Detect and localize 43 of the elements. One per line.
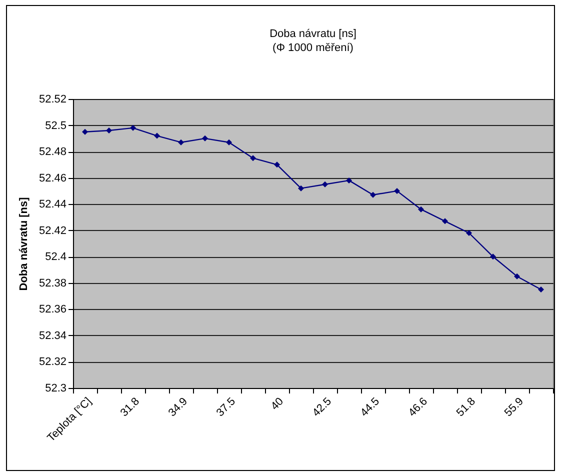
point — [130, 124, 136, 131]
point — [154, 132, 160, 139]
y-axis-title: Doba návratu [ns] — [18, 196, 30, 291]
point — [490, 254, 496, 260]
point — [442, 218, 448, 224]
point — [202, 135, 208, 142]
point — [538, 286, 544, 292]
y-tick-label: 52.36 — [38, 304, 66, 316]
x-tick-label: 44.5 — [358, 396, 382, 420]
point — [298, 185, 304, 192]
y-tick-label: 52.42 — [38, 224, 66, 237]
point — [322, 181, 328, 188]
y-tick-label: 52.4 — [45, 251, 66, 264]
point — [82, 128, 88, 135]
x-tick-label: 51.8 — [454, 396, 478, 420]
point — [418, 206, 424, 212]
x-tick-label: 40 — [268, 396, 286, 413]
x-tick-label: 42.5 — [310, 396, 334, 420]
y-tick-label: 52.34 — [38, 330, 66, 342]
y-tick-label: 52.38 — [38, 277, 66, 290]
x-tick-label: 34.9 — [166, 396, 190, 420]
chart-subtitle: (Φ 1000 měření) — [272, 42, 354, 54]
point — [394, 188, 400, 194]
point — [226, 139, 232, 146]
point — [178, 139, 184, 146]
point — [370, 192, 376, 198]
point — [346, 177, 352, 184]
x-tick-label: 55.9 — [502, 396, 526, 420]
y-tick-label: 52.3 — [45, 382, 66, 394]
point — [250, 155, 256, 162]
x-tick-label: 31.8 — [118, 396, 142, 420]
point — [466, 230, 472, 236]
y-tick-label: 52.5 — [45, 120, 66, 132]
chart-title: Doba návratu [ns] — [270, 28, 356, 40]
point — [106, 128, 112, 134]
y-tick-label: 52.32 — [38, 356, 66, 368]
y-tick-label: 52.48 — [38, 146, 66, 158]
x-tick-label: 46.6 — [406, 396, 430, 420]
y-tick-label: 52.46 — [38, 172, 66, 184]
point — [514, 273, 520, 280]
y-tick-label: 52.44 — [38, 198, 66, 211]
point — [274, 162, 280, 168]
y-tick-label: 52.52 — [38, 94, 66, 106]
